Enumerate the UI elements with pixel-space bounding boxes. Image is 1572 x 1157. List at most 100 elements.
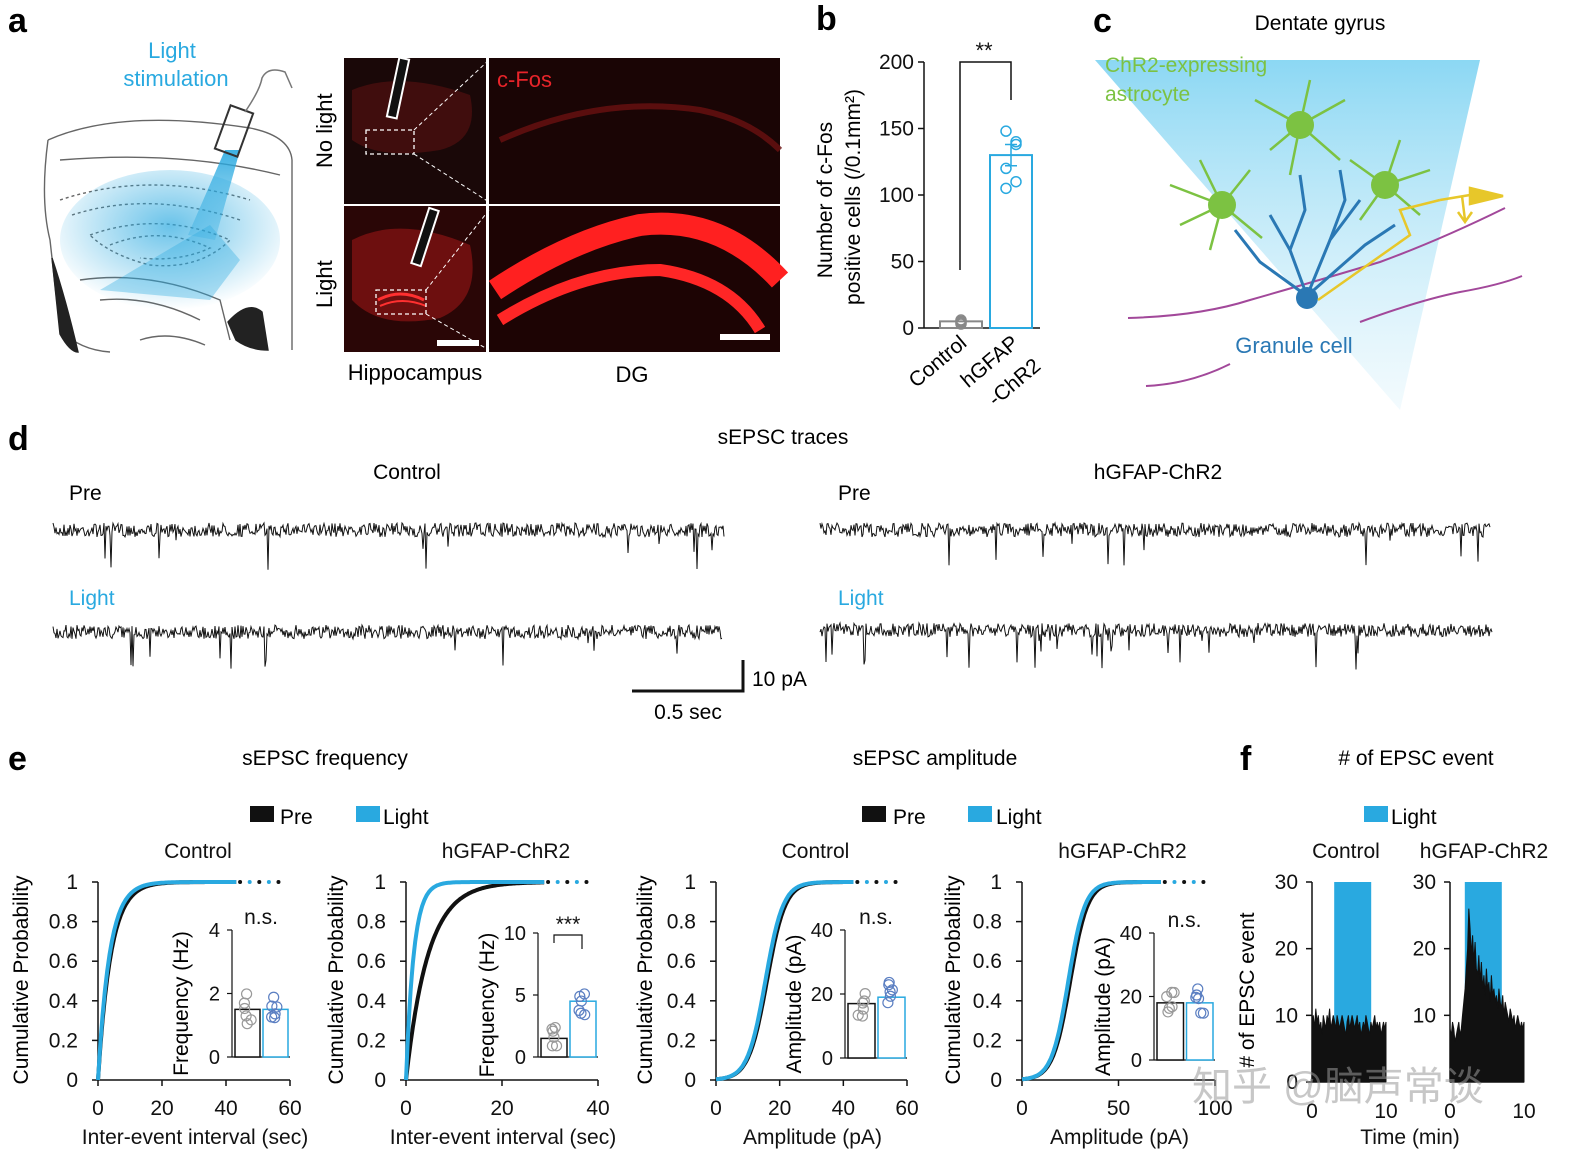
y-tick-label: 0.4 bbox=[49, 990, 79, 1013]
chart-title: Control bbox=[164, 840, 232, 863]
chart-title: Control bbox=[1312, 840, 1380, 863]
zoom-line-1 bbox=[413, 59, 490, 131]
y-tick-label: 0.6 bbox=[973, 950, 1002, 973]
inset-point bbox=[546, 1040, 559, 1052]
data-point bbox=[1000, 182, 1012, 195]
data-point bbox=[1000, 162, 1012, 175]
trace-label-pre-chr2: Pre bbox=[838, 482, 871, 505]
trace-label-light-control: Light bbox=[69, 587, 115, 610]
y-axis-label: # of EPSC event bbox=[1236, 912, 1259, 1067]
inset-point bbox=[269, 1008, 281, 1020]
data-point bbox=[1000, 125, 1012, 137]
inset-y-label: Frequency (Hz) bbox=[476, 933, 499, 1078]
astrocyte-label-1: ChR2-expressing bbox=[1105, 54, 1267, 77]
inset-y-tick-label: 40 bbox=[811, 920, 833, 942]
inset-point bbox=[241, 1018, 253, 1030]
cdf-chart-control-amplitude: 0 0.2 0.4 0.6 0.8 1 0 20 40 60 Control Amplitude (p… bbox=[634, 840, 919, 1149]
chart-title: hGFAP-ChR2 bbox=[1420, 840, 1548, 863]
roi-box-light bbox=[375, 289, 427, 315]
y-axis-label-2: positive cells (/0.1mm²) bbox=[842, 89, 865, 305]
y-tick-label: 0 bbox=[684, 1069, 696, 1092]
tail-dot bbox=[1182, 880, 1187, 884]
granule-cell-label: Granule cell bbox=[1235, 333, 1352, 358]
inset-point bbox=[858, 995, 870, 1007]
inset-y-tick-label: 0 bbox=[822, 1048, 833, 1070]
inset-point bbox=[883, 979, 895, 991]
cfos-label: c-Fos bbox=[497, 67, 552, 92]
y-axis-label: Cumulative Probability bbox=[10, 875, 33, 1084]
y-tick-label: 0.4 bbox=[973, 990, 1003, 1013]
hippo-shape-no-light bbox=[352, 81, 472, 154]
trace-group-chr2: hGFAP-ChR2 bbox=[1094, 461, 1222, 484]
inset-point bbox=[240, 988, 253, 1000]
x-axis-label: Inter-event interval (sec) bbox=[390, 1126, 616, 1149]
inset-point bbox=[859, 988, 871, 1000]
significance-label: ** bbox=[975, 38, 993, 63]
trace-scale-bar bbox=[632, 660, 745, 693]
astrocyte-body-1 bbox=[1208, 191, 1236, 219]
inset-point bbox=[269, 1012, 281, 1024]
inset-y-tick-label: 4 bbox=[209, 920, 220, 942]
y-tick-label: 30 bbox=[1413, 871, 1436, 894]
x-axis-label: Amplitude (pA) bbox=[1050, 1126, 1189, 1149]
event-count-chart-control: 0 10 20 30 0 10 Control # of EPSC event bbox=[1236, 840, 1398, 1123]
y-tick-label: 0 bbox=[1286, 1071, 1298, 1094]
inset-point bbox=[238, 997, 251, 1009]
x-tick-label: 20 bbox=[150, 1097, 173, 1120]
inset-bar bbox=[877, 996, 906, 1059]
micro-no-light-dg bbox=[489, 58, 780, 204]
y-tick-label: 0.4 bbox=[667, 990, 697, 1013]
inset-point bbox=[1190, 991, 1202, 1004]
x-tick-label: 0 bbox=[400, 1097, 412, 1120]
x-tick-label: 60 bbox=[278, 1097, 301, 1120]
dg-band-no-light bbox=[498, 103, 783, 153]
roi-box-no-light bbox=[365, 129, 415, 155]
tail-dot bbox=[276, 880, 281, 884]
chart-title: hGFAP-ChR2 bbox=[442, 840, 570, 863]
x-axis-label: Amplitude (pA) bbox=[743, 1126, 882, 1149]
astrocyte-body-3 bbox=[1371, 171, 1399, 199]
inset-bar bbox=[1156, 1002, 1185, 1061]
y-tick-label: 0 bbox=[990, 1069, 1002, 1092]
inset-point bbox=[1168, 986, 1180, 999]
inset-point bbox=[547, 1025, 559, 1037]
inset-y-tick-label: 0 bbox=[1131, 1050, 1142, 1072]
inset-point bbox=[1163, 1002, 1175, 1014]
inset-y-tick-label: 10 bbox=[504, 923, 526, 945]
trace-control-light bbox=[52, 623, 723, 669]
cdf-line-light bbox=[96, 880, 237, 1081]
x-tick-label: 0 bbox=[1306, 1100, 1318, 1123]
tail-dot bbox=[883, 880, 888, 884]
hippo-dg-light-band bbox=[377, 292, 425, 302]
panel-e-letter: e bbox=[8, 740, 27, 778]
y-tick-label: 0 bbox=[374, 1069, 386, 1092]
tail-dot bbox=[1162, 880, 1167, 884]
legend-light-swatch-freq bbox=[356, 806, 380, 822]
y-tick-label: 1 bbox=[66, 871, 78, 894]
tail-dot bbox=[555, 880, 560, 884]
inset-point bbox=[578, 988, 591, 1000]
y-tick-label: 0 bbox=[902, 317, 914, 340]
inset-point bbox=[271, 1001, 283, 1013]
y-tick-label: 1 bbox=[374, 871, 386, 894]
significance-bracket bbox=[959, 61, 1012, 270]
tail-dot bbox=[584, 880, 589, 884]
scale-bar-hippocampus bbox=[437, 340, 479, 346]
panel-f-letter: f bbox=[1240, 740, 1252, 778]
inset-sig-label: n.s. bbox=[244, 906, 278, 929]
granule-cell bbox=[1233, 169, 1396, 298]
error-bar bbox=[1005, 143, 1017, 167]
legend-light-label-freq: Light bbox=[383, 806, 429, 829]
inset-sig-label: n.s. bbox=[1168, 909, 1202, 932]
y-tick-label: 0.2 bbox=[973, 1029, 1002, 1052]
y-tick-label: 20 bbox=[1275, 938, 1298, 961]
x-tick-label: 40 bbox=[214, 1097, 237, 1120]
inset-sig-bracket bbox=[553, 934, 583, 949]
panel-b-letter: b bbox=[816, 0, 837, 38]
x-tick-label: 10 bbox=[1512, 1100, 1535, 1123]
inset-y-tick-label: 5 bbox=[515, 985, 526, 1007]
trace-group-control: Control bbox=[373, 461, 441, 484]
inset-point bbox=[1195, 1007, 1207, 1019]
cdf-chart-chr2-interval: 00.20.40.60.810 20 40hGFAP-ChR2Inter-event… bbox=[325, 840, 616, 1149]
trace-label-pre-control: Pre bbox=[69, 482, 102, 505]
